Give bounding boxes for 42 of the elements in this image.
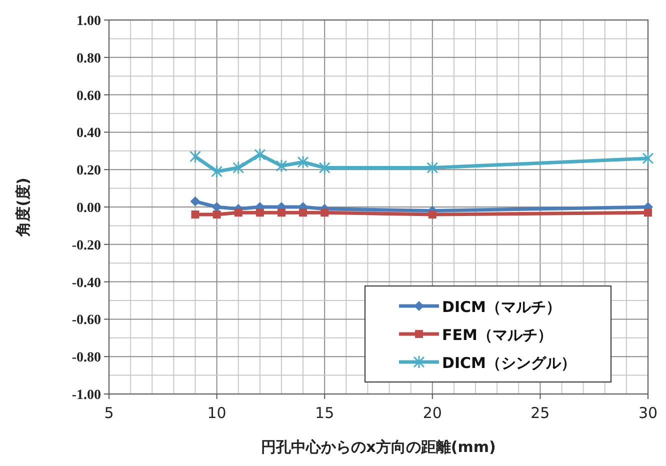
x-tick-label: 25 (530, 404, 550, 422)
point (234, 208, 242, 217)
y-tick-label: 0.00 (76, 201, 101, 216)
point (320, 208, 329, 217)
point (644, 208, 652, 217)
legend-label: DICM（マルチ） (442, 298, 561, 316)
y-axis-title: 角度(度) (14, 178, 32, 238)
y-tick-label: -0.80 (72, 350, 101, 366)
point (297, 155, 309, 169)
point (191, 210, 200, 218)
point (254, 148, 266, 162)
point (256, 208, 264, 217)
x-tick-label: 15 (315, 404, 334, 422)
point (212, 202, 222, 212)
point (426, 160, 438, 174)
x-tick-label: 5 (104, 404, 114, 422)
y-tick-label: 1.00 (76, 14, 101, 29)
point (276, 159, 288, 173)
y-tick-label: 0.80 (76, 51, 101, 66)
y-tick-label: 0.20 (76, 164, 101, 179)
point (212, 210, 221, 218)
point (190, 196, 200, 206)
point (299, 208, 308, 217)
point (642, 152, 654, 166)
y-tick-label: -1.00 (72, 388, 101, 403)
point (211, 164, 223, 178)
point (318, 160, 330, 174)
point (232, 160, 244, 174)
y-tick-label: -0.60 (72, 313, 101, 328)
point (277, 208, 286, 217)
point (428, 210, 436, 218)
x-tick-label: 30 (638, 404, 658, 422)
y-tick-label: 0.60 (76, 88, 101, 104)
y-tick-label: -0.20 (72, 238, 101, 254)
y-tick-label: 0.40 (76, 126, 101, 142)
point (189, 150, 201, 164)
x-tick-label: 20 (422, 404, 442, 422)
legend-label: DICM（シングル） (442, 354, 576, 372)
x-tick-label: 10 (207, 404, 226, 422)
y-tick-label: -0.40 (72, 276, 101, 291)
x-axis-title: 円孔中心からのx方向の距離(mm) (261, 438, 496, 456)
legend-label: FEM（マルチ） (442, 326, 552, 344)
